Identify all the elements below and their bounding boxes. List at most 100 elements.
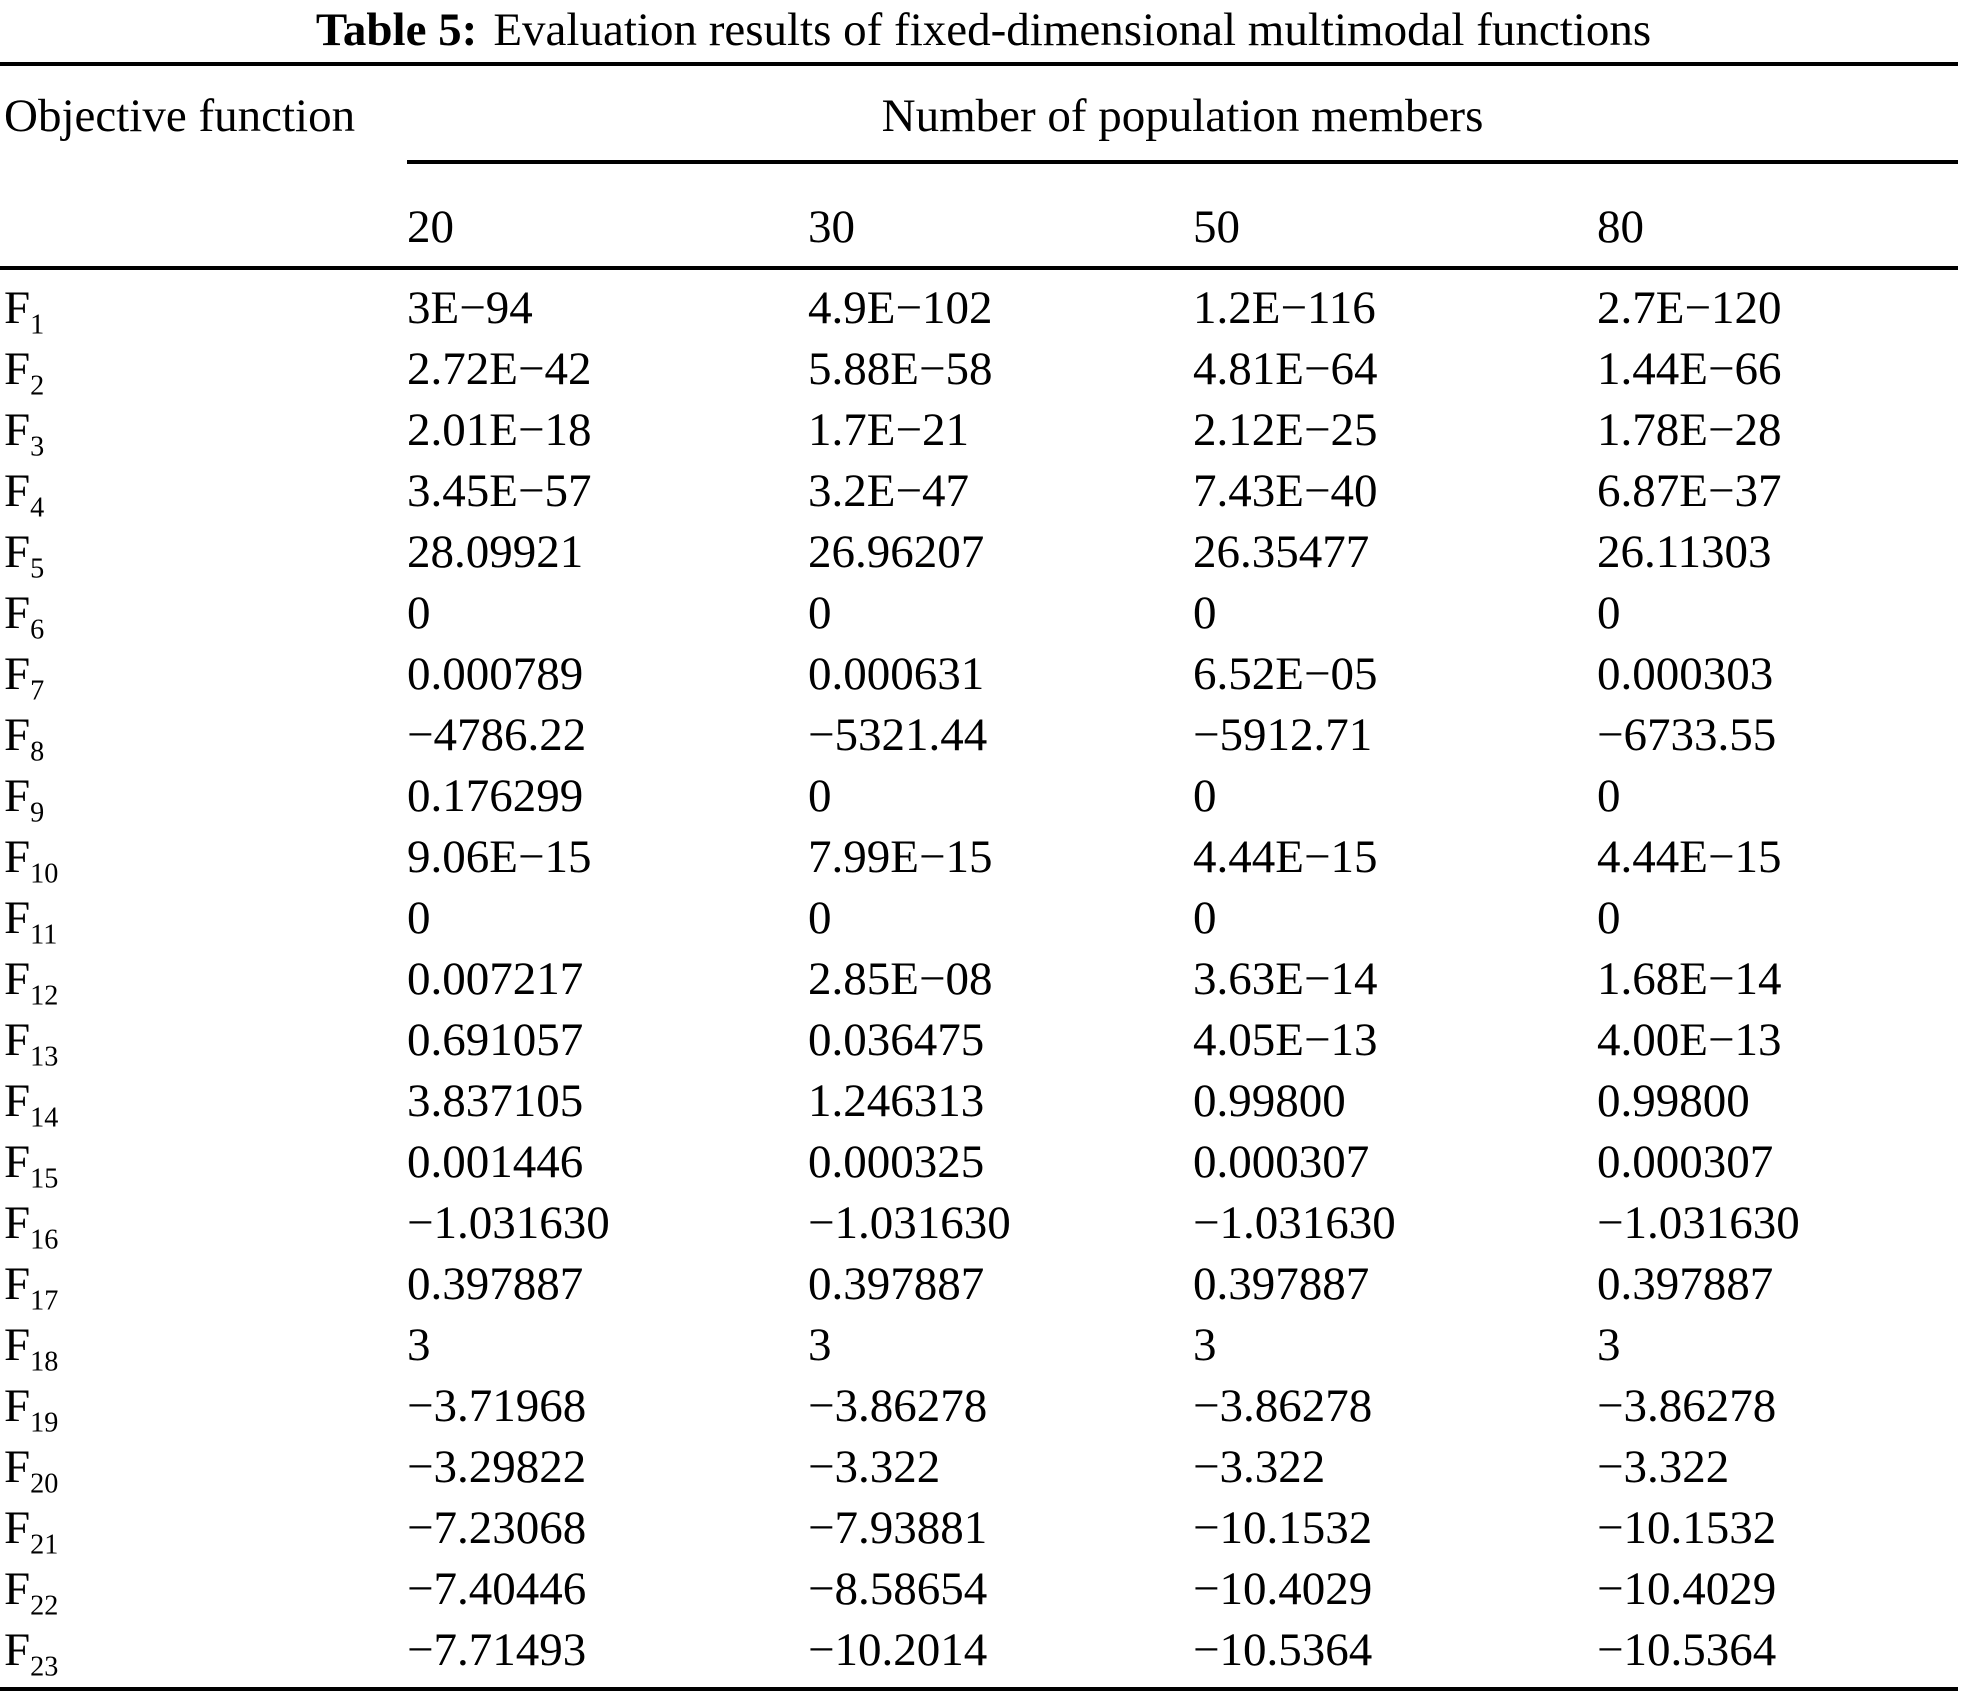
- bottom-rule: [0, 1687, 1958, 1691]
- value-cell: −3.322: [808, 1441, 941, 1493]
- value-cell: 3E−94: [407, 282, 533, 334]
- row-label-subscript: 19: [30, 1407, 59, 1439]
- table-row: F9 0.176299 0 0 0: [0, 766, 1967, 827]
- row-label-base: F: [4, 892, 31, 944]
- value-cell: 2.7E−120: [1597, 282, 1782, 334]
- population-members-header: Number of population members: [881, 90, 1484, 142]
- row-label-base: F: [4, 648, 31, 700]
- value-cell: 0: [1193, 770, 1217, 822]
- value-cell: −4786.22: [407, 709, 587, 761]
- row-label: F12: [0, 949, 407, 1010]
- value-cell: 0: [1597, 892, 1621, 944]
- value-cell: 0.397887: [407, 1258, 584, 1310]
- row-label-subscript: 4: [30, 492, 45, 524]
- row-label: F8: [0, 705, 407, 766]
- value-cell: 1.7E−21: [808, 404, 969, 456]
- value-cell: −5912.71: [1193, 709, 1373, 761]
- value-cell: 3: [1597, 1319, 1621, 1371]
- objective-function-header: Objective function: [4, 90, 356, 142]
- row-label: F19: [0, 1376, 407, 1437]
- value-cell: −10.5364: [1597, 1624, 1777, 1676]
- row-label-base: F: [4, 1380, 31, 1432]
- row-label-base: F: [4, 282, 31, 334]
- row-label-subscript: 14: [30, 1102, 59, 1134]
- row-label-subscript: 18: [30, 1346, 59, 1378]
- table-caption-text: Evaluation results of fixed-dimensional …: [493, 4, 1652, 56]
- value-cell: 4.44E−15: [1193, 831, 1378, 883]
- row-label-base: F: [4, 831, 31, 883]
- value-cell: 26.35477: [1193, 526, 1370, 578]
- value-cell: 0.176299: [407, 770, 584, 822]
- row-label-base: F: [4, 1014, 31, 1066]
- table-row: F6 0 0 0 0: [0, 583, 1967, 644]
- row-label: F7: [0, 644, 407, 705]
- value-cell: 0.99800: [1193, 1075, 1346, 1127]
- row-label-base: F: [4, 1441, 31, 1493]
- value-cell: −1.031630: [407, 1197, 610, 1249]
- row-label: F1: [0, 278, 407, 339]
- table-row: F13 0.691057 0.036475 4.05E−13 4.00E−13: [0, 1010, 1967, 1071]
- table-row: F23 −7.71493 −10.2014 −10.5364 −10.5364: [0, 1620, 1967, 1681]
- row-label: F17: [0, 1254, 407, 1315]
- population-group-rule: [407, 160, 1958, 164]
- row-label: F22: [0, 1559, 407, 1620]
- value-cell: 5.88E−58: [808, 343, 993, 395]
- row-label-base: F: [4, 526, 31, 578]
- row-label: F13: [0, 1010, 407, 1071]
- row-label-subscript: 23: [30, 1651, 59, 1683]
- table-row: F1 3E−94 4.9E−102 1.2E−116 2.7E−120: [0, 278, 1967, 339]
- value-cell: −10.4029: [1597, 1563, 1777, 1615]
- value-cell: −1.031630: [1597, 1197, 1800, 1249]
- table-row: F12 0.007217 2.85E−08 3.63E−14 1.68E−14: [0, 949, 1967, 1010]
- value-cell: 0.000307: [1597, 1136, 1774, 1188]
- table-row: F21 −7.23068 −7.93881 −10.1532 −10.1532: [0, 1498, 1967, 1559]
- row-label: F16: [0, 1193, 407, 1254]
- row-label: F21: [0, 1498, 407, 1559]
- row-label-subscript: 8: [30, 736, 45, 768]
- value-cell: 4.05E−13: [1193, 1014, 1378, 1066]
- value-cell: 4.00E−13: [1597, 1014, 1782, 1066]
- row-label: F15: [0, 1132, 407, 1193]
- value-cell: −10.2014: [808, 1624, 988, 1676]
- value-cell: 0: [1597, 770, 1621, 822]
- table-row: F4 3.45E−57 3.2E−47 7.43E−40 6.87E−37: [0, 461, 1967, 522]
- value-cell: 3.63E−14: [1193, 953, 1378, 1005]
- value-cell: 4.81E−64: [1193, 343, 1378, 395]
- table-row: F5 28.09921 26.96207 26.35477 26.11303: [0, 522, 1967, 583]
- value-cell: −10.5364: [1193, 1624, 1373, 1676]
- column-header-50: 50: [1193, 201, 1240, 253]
- value-cell: −3.29822: [407, 1441, 587, 1493]
- value-cell: 0.99800: [1597, 1075, 1750, 1127]
- value-cell: 3.2E−47: [808, 465, 969, 517]
- row-label-base: F: [4, 404, 31, 456]
- value-cell: 9.06E−15: [407, 831, 592, 883]
- row-label: F4: [0, 461, 407, 522]
- row-label-subscript: 7: [30, 675, 45, 707]
- row-label: F20: [0, 1437, 407, 1498]
- value-cell: 2.72E−42: [407, 343, 592, 395]
- row-label-subscript: 21: [30, 1529, 59, 1561]
- value-cell: 3: [407, 1319, 431, 1371]
- row-label: F23: [0, 1620, 407, 1681]
- row-label-subscript: 11: [30, 919, 58, 951]
- value-cell: −7.40446: [407, 1563, 587, 1615]
- value-cell: 0.000325: [808, 1136, 985, 1188]
- table-row: F10 9.06E−15 7.99E−15 4.44E−15 4.44E−15: [0, 827, 1967, 888]
- value-cell: −10.1532: [1193, 1502, 1373, 1554]
- row-label-base: F: [4, 1624, 31, 1676]
- row-label: F2: [0, 339, 407, 400]
- column-header-30: 30: [808, 201, 855, 253]
- value-cell: −7.23068: [407, 1502, 587, 1554]
- value-cell: −3.86278: [1193, 1380, 1373, 1432]
- value-cell: 7.99E−15: [808, 831, 993, 883]
- table-row: F19 −3.71968 −3.86278 −3.86278 −3.86278: [0, 1376, 1967, 1437]
- value-cell: 1.68E−14: [1597, 953, 1782, 1005]
- row-label-subscript: 3: [30, 431, 45, 463]
- row-label-subscript: 20: [30, 1468, 59, 1500]
- row-label-base: F: [4, 1075, 31, 1127]
- row-label-base: F: [4, 709, 31, 761]
- value-cell: 0.007217: [407, 953, 584, 1005]
- value-cell: −3.86278: [1597, 1380, 1777, 1432]
- value-cell: −10.4029: [1193, 1563, 1373, 1615]
